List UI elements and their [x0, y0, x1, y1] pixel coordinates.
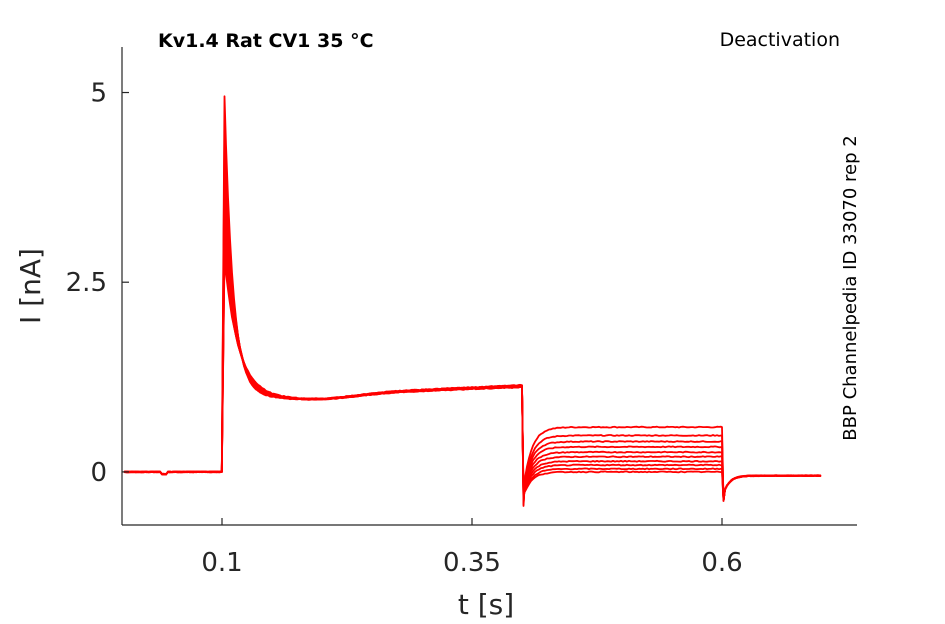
x-tick-label: 0.1	[201, 548, 242, 578]
y-tick-label: 5	[90, 79, 107, 109]
current-trace	[123, 129, 822, 506]
current-trace	[123, 95, 822, 507]
y-axis-label: I [nA]	[14, 248, 47, 324]
x-tick-label: 0.6	[701, 548, 742, 578]
source-label: BBP Channelpedia ID 33070 rep 2	[840, 135, 861, 440]
current-trace	[123, 258, 822, 502]
protocol-label: Deactivation	[720, 29, 840, 51]
y-tick-label: 2.5	[66, 268, 107, 298]
series-layer	[123, 95, 822, 507]
x-tick-label: 0.35	[443, 548, 501, 578]
y-tick-label: 0	[90, 458, 107, 488]
current-trace	[123, 228, 822, 502]
chart-title: Kv1.4 Rat CV1 35 °C	[158, 30, 374, 52]
x-axis-label: t [s]	[458, 588, 514, 621]
tick-layer: 0.1 0.35 0.6 0 2.5 5	[66, 79, 743, 578]
